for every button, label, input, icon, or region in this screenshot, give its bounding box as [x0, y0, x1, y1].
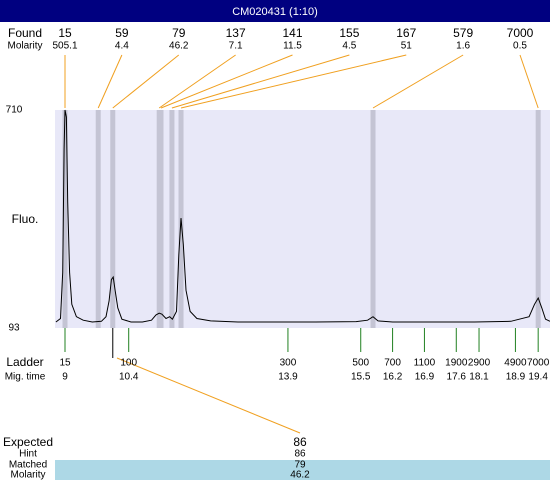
found-connector	[180, 54, 407, 109]
found-size: 59	[115, 26, 129, 40]
trace	[55, 109, 550, 323]
ladder-mig-time: 18.1	[469, 372, 489, 383]
found-molarity: 505.1	[52, 41, 77, 52]
exp-molarity-label: Molarity	[10, 470, 45, 480]
ladder-size: 2900	[468, 358, 491, 369]
found-size: 141	[282, 26, 302, 40]
matched-value: 79	[294, 460, 306, 471]
hint-label: Hint	[19, 449, 37, 460]
molarity-label: Molarity	[7, 41, 42, 52]
ladder-mig-time: 10.4	[119, 372, 139, 383]
found-connector	[160, 54, 293, 109]
found-molarity: 7.1	[229, 41, 243, 52]
found-molarity: 51	[401, 41, 413, 52]
found-size: 15	[58, 26, 72, 40]
found-size: 579	[453, 26, 473, 40]
ladder-size: 1100	[414, 358, 436, 369]
mig-label: Mig. time	[5, 372, 46, 383]
found-size: 167	[396, 26, 416, 40]
ladder-size: 100	[120, 358, 137, 369]
ladder-size: 700	[384, 358, 401, 369]
ladder-mig-time: 16.2	[383, 372, 403, 383]
found-molarity: 4.4	[115, 41, 129, 52]
found-molarity: 46.2	[169, 41, 189, 52]
found-connector	[97, 54, 123, 109]
ladder-label: Ladder	[6, 355, 43, 369]
exp-molarity-value: 46.2	[290, 470, 310, 480]
found-connector	[372, 54, 464, 109]
ladder-size: 15	[59, 358, 71, 369]
plot-area	[55, 110, 550, 328]
ladder-size: 300	[280, 358, 297, 369]
ladder-mig-time: 9	[62, 372, 68, 383]
ladder-mig-time: 19.4	[528, 372, 548, 383]
hint-value: 86	[294, 449, 306, 460]
found-size: 79	[172, 26, 186, 40]
matched-row	[55, 460, 550, 480]
ladder-size: 500	[352, 358, 369, 369]
title: CM020431 (1:10)	[232, 6, 318, 18]
ladder-mig-time: 16.9	[415, 372, 435, 383]
peak-band	[370, 110, 376, 328]
peak-band	[95, 110, 101, 328]
found-connector	[158, 54, 236, 109]
ladder-size: 7000	[527, 358, 550, 369]
y-tick-label: 710	[6, 105, 23, 116]
found-molarity: 1.6	[456, 41, 470, 52]
found-molarity: 4.5	[342, 41, 356, 52]
found-connector	[112, 54, 180, 109]
title-bar	[0, 0, 550, 22]
ladder-size: 4900	[504, 358, 527, 369]
ladder-size: 1900	[445, 358, 468, 369]
expected-connector	[116, 357, 301, 434]
expected-value: 86	[293, 435, 307, 449]
peak-band	[535, 110, 541, 328]
found-label: Found	[8, 26, 42, 40]
y-tick-label: 93	[8, 323, 20, 334]
found-connector	[171, 54, 350, 109]
peak-band	[169, 110, 175, 328]
ladder-mig-time: 13.9	[278, 372, 298, 383]
found-size: 137	[226, 26, 246, 40]
found-connector	[519, 54, 539, 109]
ladder-mig-time: 17.6	[447, 372, 467, 383]
ladder-mig-time: 18.9	[506, 372, 526, 383]
expected-label: Expected	[3, 435, 53, 449]
found-size: 7000	[507, 26, 534, 40]
found-size: 155	[339, 26, 359, 40]
found-molarity: 0.5	[513, 41, 527, 52]
peak-band	[110, 110, 116, 328]
peak-band	[62, 110, 68, 328]
matched-label: Matched	[9, 460, 47, 471]
found-molarity: 11.5	[283, 41, 302, 52]
ladder-mig-time: 15.5	[351, 372, 371, 383]
y-label: Fluo.	[12, 212, 39, 226]
peak-band	[158, 110, 164, 328]
